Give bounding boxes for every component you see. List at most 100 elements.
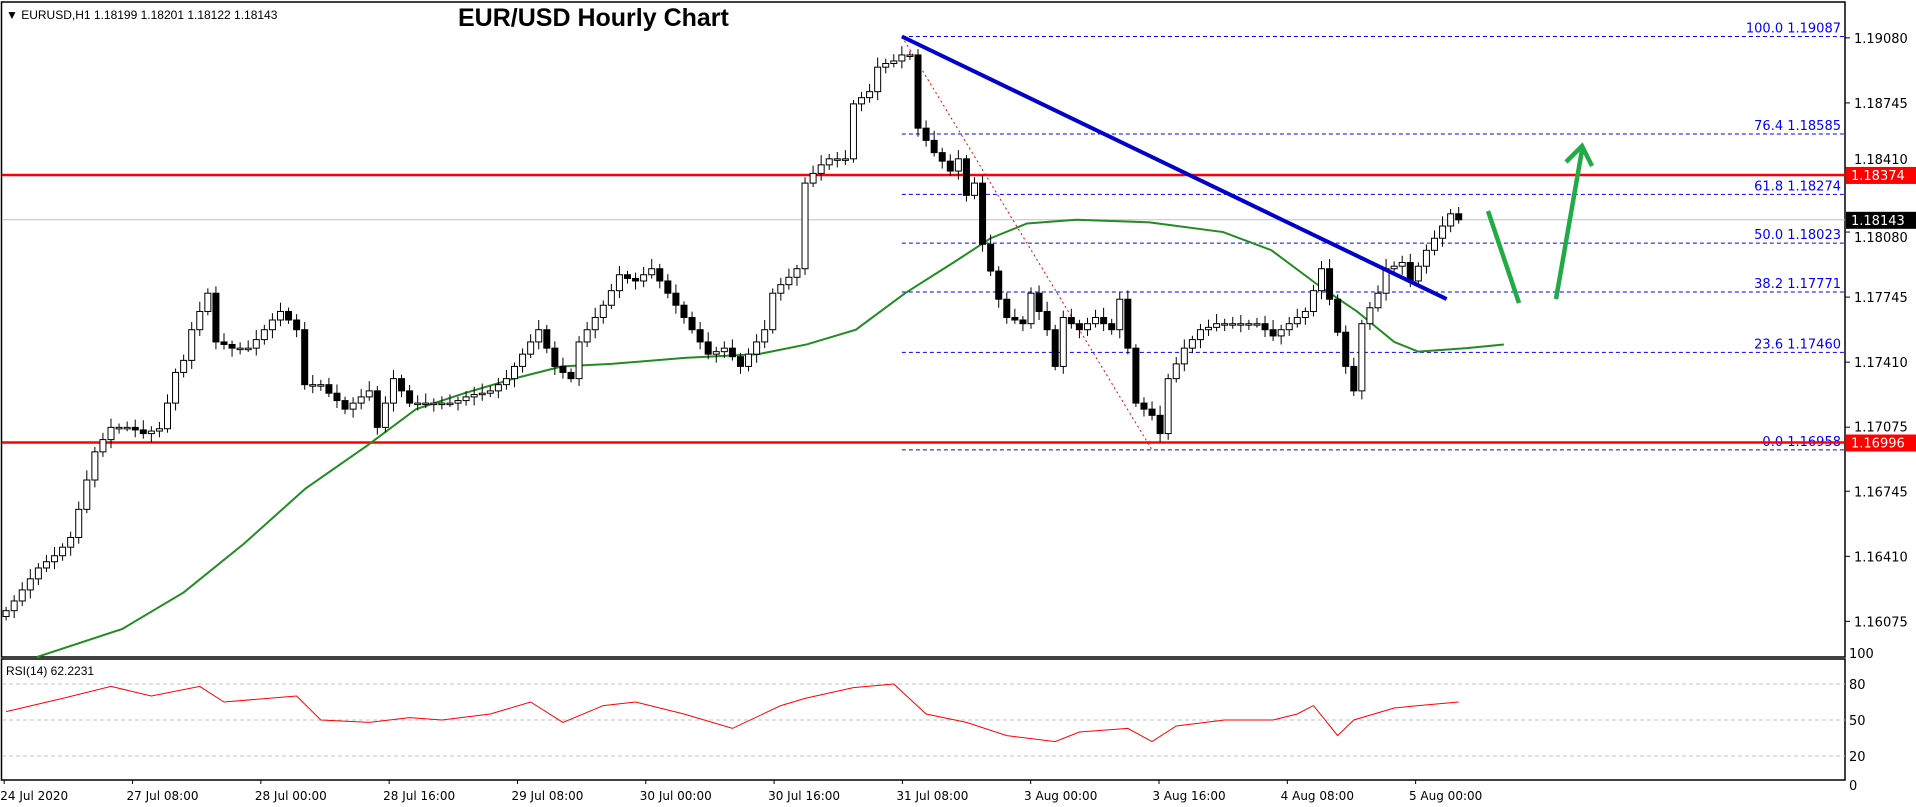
candle-body (736, 356, 744, 367)
up-arrow-line (1553, 149, 1585, 300)
candle-body (833, 158, 841, 161)
candle-body (575, 341, 583, 380)
candle-body (123, 426, 131, 430)
candle-body (155, 428, 163, 432)
candle-body (18, 589, 26, 602)
candle-body (1213, 323, 1221, 328)
candle-body (971, 182, 978, 196)
level-price-label: 1.16996 (1851, 437, 1905, 452)
level-price-label-bg (1846, 434, 1916, 452)
candle-body (478, 392, 486, 396)
candle-body (333, 392, 341, 402)
candle-body (276, 310, 284, 321)
candle-body (1108, 323, 1116, 331)
candle-body (1221, 323, 1229, 326)
candle-body (1414, 265, 1422, 282)
time-tick-label: 3 Aug 16:00 (1152, 789, 1225, 803)
candle-body (212, 292, 220, 343)
candle-body (672, 292, 680, 306)
candle-body (1261, 323, 1269, 331)
candle-body (648, 268, 656, 276)
candle-body (438, 402, 446, 406)
fib-label-38.2: 38.2 1.17771 (1754, 277, 1841, 292)
candle-body (414, 402, 422, 406)
candle-body (389, 378, 397, 404)
symbol-info: ▼ EURUSD,H1 1.18199 1.18201 1.18122 1.18… (6, 8, 277, 22)
dropdown-triangle-icon[interactable]: ▼ (6, 8, 22, 22)
candle-body (34, 567, 42, 580)
candle-body (1245, 323, 1253, 326)
main-panel-frame (0, 1, 1846, 658)
candle-body (1326, 268, 1334, 300)
candle-body (1229, 323, 1237, 326)
candle-body (285, 310, 293, 321)
candle-body (914, 54, 922, 129)
rsi-tick-label: 20 (1849, 750, 1866, 765)
candle-body (696, 329, 704, 343)
candle-body (680, 304, 688, 318)
candle-body (107, 426, 115, 441)
price-tick-label: 1.16075 (1854, 615, 1908, 630)
chart-title: EUR/USD Hourly Chart (458, 4, 729, 32)
candle-body (954, 158, 962, 172)
candle-body (1293, 316, 1301, 325)
candle-body (640, 274, 648, 282)
candle-body (260, 329, 268, 341)
symbol-info-text: EURUSD,H1 1.18199 1.18201 1.18122 1.1814… (21, 8, 278, 22)
candle-body (1116, 298, 1124, 331)
candle-body (1455, 213, 1463, 221)
candle-body (196, 310, 204, 331)
candle-body (381, 402, 389, 428)
candle-body (995, 270, 1003, 300)
current-price-label-bg (1846, 211, 1916, 229)
candle-body (341, 400, 349, 410)
candle-body (841, 158, 849, 161)
candle-body (753, 341, 761, 355)
time-tick-label: 27 Jul 08:00 (127, 789, 199, 803)
time-tick-label: 4 Aug 08:00 (1281, 789, 1354, 803)
level-price-label-bg (1846, 166, 1916, 184)
candle-body (365, 390, 373, 398)
candle-body (462, 396, 470, 402)
time-tick-label: 3 Aug 00:00 (1024, 789, 1097, 803)
candle-body (785, 276, 793, 286)
candle-body (1406, 262, 1414, 282)
candle-body (769, 292, 777, 331)
candle-body (817, 164, 825, 174)
candle-body (228, 343, 236, 349)
candle-body (1011, 316, 1019, 321)
fib-label-100.0: 100.0 1.19087 (1746, 22, 1841, 37)
candle-body (1051, 329, 1059, 367)
candle-body (349, 402, 357, 410)
bearish-trendline (901, 34, 1448, 301)
fib-label-76.4: 76.4 1.18585 (1754, 119, 1841, 134)
candle-body (1439, 225, 1447, 239)
price-tick-label: 1.18410 (1854, 153, 1908, 168)
fib-label-61.8: 61.8 1.18274 (1754, 179, 1841, 194)
rsi-tick-label: 0 (1849, 779, 1857, 794)
candle-body (204, 292, 212, 312)
candle-body (293, 319, 301, 331)
candle-body (890, 60, 898, 64)
price-tick-label: 1.16410 (1854, 550, 1908, 565)
candle-body (535, 329, 543, 343)
candle-body (115, 426, 123, 430)
candle-body (357, 396, 365, 404)
candle-body (930, 139, 938, 154)
candle-body (486, 390, 494, 394)
candle-body (809, 172, 817, 184)
candle-body (502, 378, 510, 386)
time-tick-label: 29 Jul 08:00 (511, 789, 583, 803)
moving-average-line (36, 218, 1504, 659)
candle-body (309, 384, 317, 387)
candle-body (559, 365, 567, 373)
candle-body (1188, 339, 1196, 349)
candle-body (406, 390, 414, 404)
candle-body (1132, 347, 1140, 404)
candle-body (1124, 298, 1132, 349)
candle-body (527, 341, 535, 355)
candle-body (1430, 237, 1438, 251)
rsi-tick-label: 100 (1849, 647, 1874, 662)
price-tick-label: 1.16745 (1854, 485, 1908, 500)
